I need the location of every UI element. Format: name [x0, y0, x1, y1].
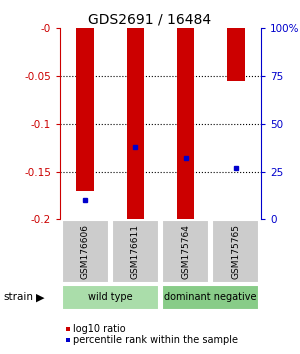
Text: dominant negative: dominant negative: [164, 292, 257, 302]
Bar: [227, 28, 245, 81]
Text: GSM176611: GSM176611: [131, 224, 140, 279]
Text: GSM175765: GSM175765: [231, 224, 240, 279]
Bar: [112, 220, 159, 282]
Bar: [162, 220, 209, 282]
Bar: [76, 28, 94, 191]
Bar: [61, 220, 109, 282]
Bar: [177, 28, 194, 219]
Bar: [212, 220, 260, 282]
Bar: [127, 28, 144, 219]
Text: GDS2691 / 16484: GDS2691 / 16484: [88, 12, 212, 27]
Text: wild type: wild type: [88, 292, 133, 302]
Text: GSM175764: GSM175764: [181, 224, 190, 279]
Text: percentile rank within the sample: percentile rank within the sample: [73, 335, 238, 345]
Text: strain: strain: [3, 292, 33, 302]
Text: log10 ratio: log10 ratio: [73, 324, 125, 334]
Text: ▶: ▶: [36, 292, 45, 302]
Bar: [162, 285, 260, 310]
Text: GSM176606: GSM176606: [81, 224, 90, 279]
Bar: [61, 285, 159, 310]
